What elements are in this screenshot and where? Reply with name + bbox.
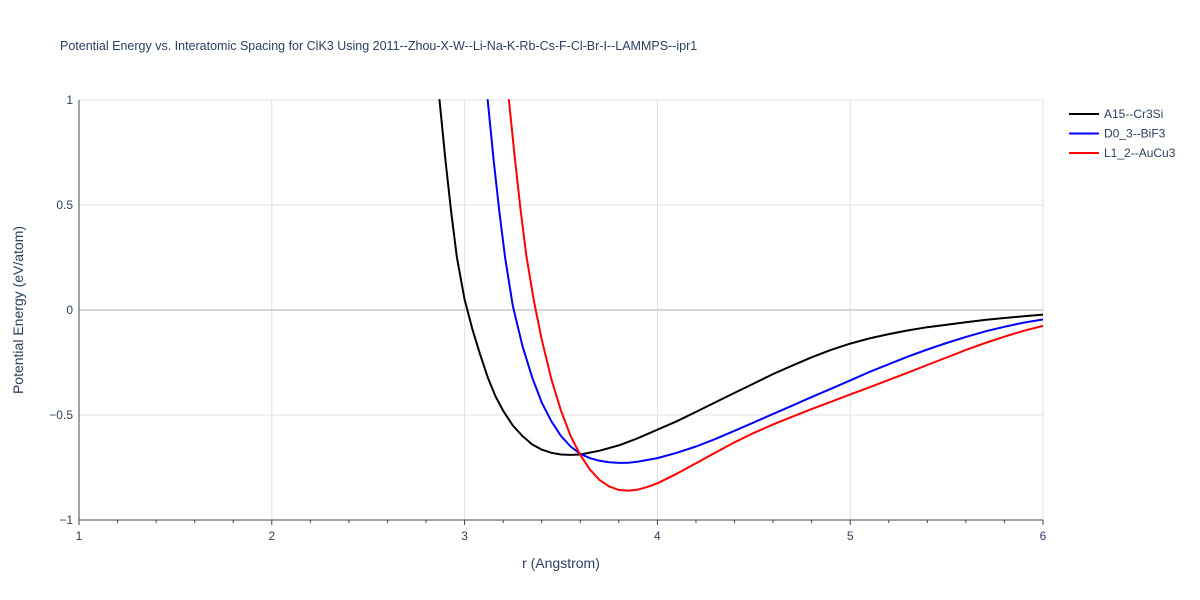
y-tick-label: 0.5 [56,198,73,212]
x-tick-label: 2 [268,529,275,543]
x-tick-label: 3 [461,529,468,543]
legend: A15--Cr3Si D0_3--BiF3 L1_2--AuCu3 [1069,107,1176,160]
grid-layer [79,99,1044,520]
series-layer [438,99,1043,492]
x-tick-label: 5 [847,529,854,543]
y-tick-labels: −1 −0.5 0 0.5 1 [49,93,73,527]
legend-label: A15--Cr3Si [1104,107,1163,121]
chart-title: Potential Energy vs. Interatomic Spacing… [60,39,697,53]
legend-label: D0_3--BiF3 [1104,127,1166,141]
y-axis-title: Potential Energy (eV/atom) [10,226,26,394]
x-tick-labels: 1 2 3 4 5 6 [76,529,1047,543]
legend-item[interactable]: L1_2--AuCu3 [1069,146,1176,160]
axis-layer [78,100,1044,525]
series-line-d0-3-bif3 [486,99,1043,464]
series-line-l1-2-aucu3 [507,99,1043,492]
x-tick-label: 4 [654,529,661,543]
x-axis-title: r (Angstrom) [522,555,600,571]
legend-item[interactable]: A15--Cr3Si [1069,107,1163,121]
y-tick-label: 0 [66,303,73,317]
y-tick-label: 1 [66,93,73,107]
legend-item[interactable]: D0_3--BiF3 [1069,127,1166,141]
y-tick-label: −0.5 [49,408,73,422]
x-tick-label: 1 [76,529,83,543]
y-tick-label: −1 [59,513,73,527]
x-tick-label: 6 [1040,529,1047,543]
series-line-a15-cr3si [438,99,1043,456]
legend-label: L1_2--AuCu3 [1104,146,1176,160]
